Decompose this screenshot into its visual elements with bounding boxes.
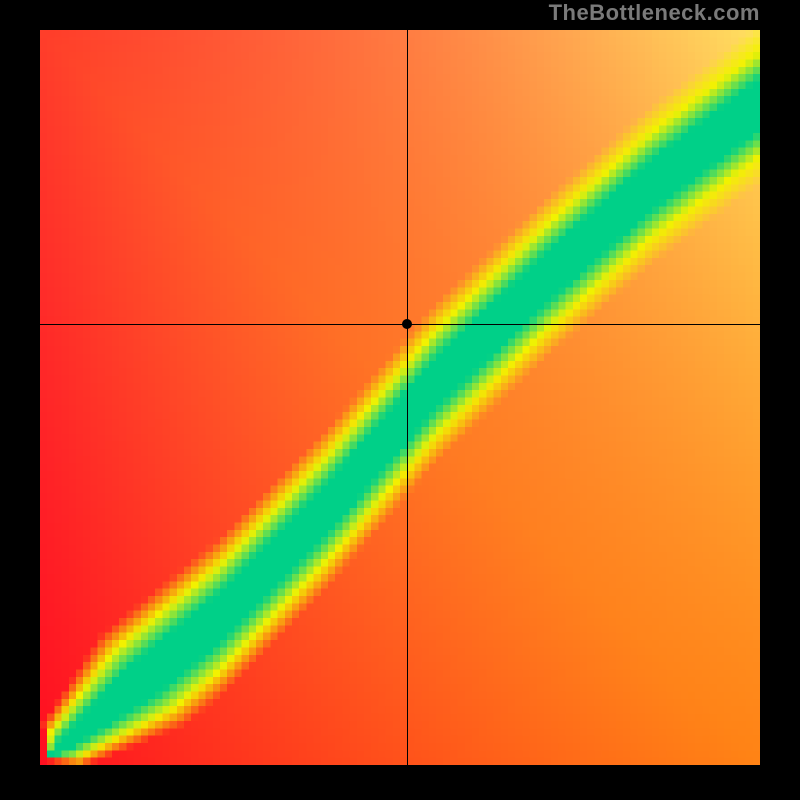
crosshair-vertical xyxy=(407,30,408,765)
crosshair-horizontal xyxy=(40,324,760,325)
crosshair-marker xyxy=(402,319,412,329)
heatmap-canvas xyxy=(40,30,760,765)
watermark-text: TheBottleneck.com xyxy=(549,0,760,26)
heatmap-plot xyxy=(40,30,760,765)
